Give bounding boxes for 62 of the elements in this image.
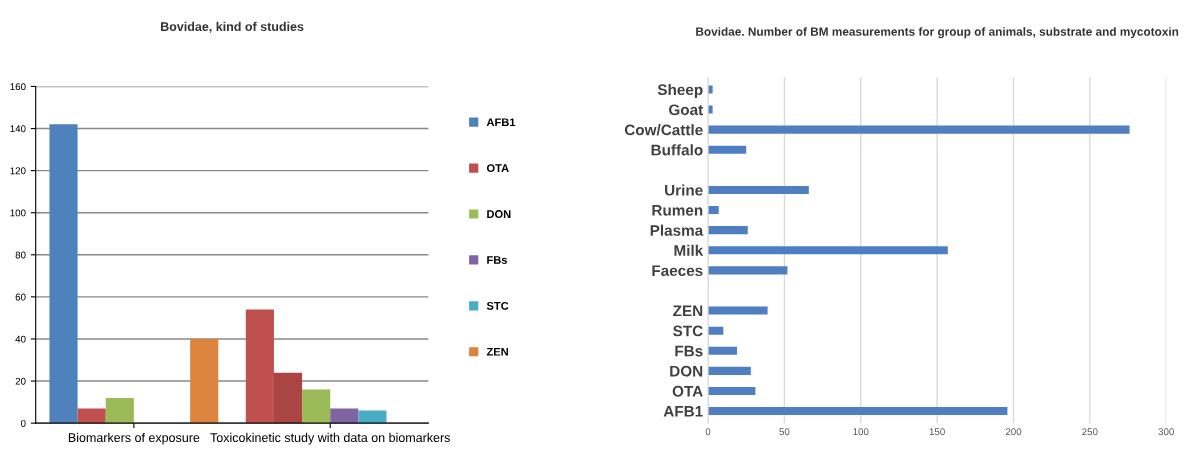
- bar: [190, 338, 219, 424]
- bar: [49, 124, 78, 424]
- legend-label: OTA: [486, 164, 509, 173]
- x-tick-label: 300: [1158, 428, 1174, 436]
- bar: [708, 326, 724, 335]
- y-tick-label: 20: [15, 377, 26, 385]
- bar: [708, 306, 768, 315]
- x-tick-label: 200: [1005, 428, 1022, 436]
- bar: [708, 125, 1130, 134]
- y-tick-label: OTA: [672, 385, 703, 397]
- y-tick-label: Cow/Cattle: [624, 124, 703, 136]
- bar: [358, 410, 387, 424]
- y-tick-label: AFB1: [663, 406, 703, 417]
- x-tick-label: 0: [705, 428, 711, 436]
- legend-label: AFB1: [486, 118, 516, 127]
- y-tick-label: 140: [10, 125, 26, 133]
- y-tick-label: Goat: [669, 104, 703, 116]
- x-tick-label: Biomarkers of exposure: [68, 432, 200, 445]
- bar: [708, 246, 948, 255]
- legend-label: STC: [486, 301, 509, 310]
- bar: [330, 408, 359, 424]
- chart-title: Bovidae, kind of studies: [161, 21, 304, 33]
- bar: [708, 386, 756, 395]
- y-tick-label: FBs: [675, 345, 703, 357]
- bar: [708, 206, 719, 215]
- y-tick-label: 160: [10, 83, 26, 91]
- bar: [708, 185, 809, 194]
- bar: [708, 407, 1008, 416]
- legend-label: FBs: [487, 256, 508, 264]
- x-tick-label: 250: [1082, 428, 1098, 436]
- y-tick-label: 60: [15, 293, 26, 301]
- y-tick-label: DON: [670, 365, 703, 377]
- y-tick-label: 80: [15, 251, 26, 259]
- bar: [302, 389, 331, 424]
- y-tick-label: Rumen: [652, 205, 703, 216]
- bar: [105, 397, 134, 424]
- bar: [708, 226, 748, 235]
- y-tick-label: STC: [673, 325, 703, 337]
- x-tick-label: 100: [853, 428, 869, 436]
- bar: [708, 266, 788, 275]
- chart-title: Bovidae. Number of BM measurements for group of animals, substrate and mycotoxin: [696, 27, 1179, 39]
- y-tick-label: Milk: [674, 244, 704, 256]
- y-tick-label: Faeces: [652, 265, 703, 277]
- bar: [273, 372, 303, 424]
- y-tick-label: ZEN: [673, 305, 703, 317]
- y-tick-label: 0: [20, 419, 26, 427]
- x-tick-label: Toxicokinetic study with data on biomarkers: [210, 432, 450, 445]
- legend-label: ZEN: [486, 347, 508, 356]
- y-tick-label: Sheep: [657, 83, 703, 99]
- y-tick-label: Plasma: [650, 224, 704, 236]
- y-tick-label: 40: [15, 335, 26, 343]
- bar: [708, 346, 738, 355]
- bar: [708, 145, 747, 154]
- bar: [708, 105, 713, 114]
- y-tick-label: 100: [10, 209, 26, 217]
- bar: [708, 366, 751, 375]
- y-tick-label: Buffalo: [651, 144, 703, 156]
- x-tick-label: 150: [929, 428, 945, 436]
- y-tick-label: Urine: [665, 184, 703, 196]
- legend-label: DON: [487, 210, 511, 218]
- y-tick-label: 120: [10, 167, 26, 175]
- x-tick-label: 50: [779, 428, 790, 436]
